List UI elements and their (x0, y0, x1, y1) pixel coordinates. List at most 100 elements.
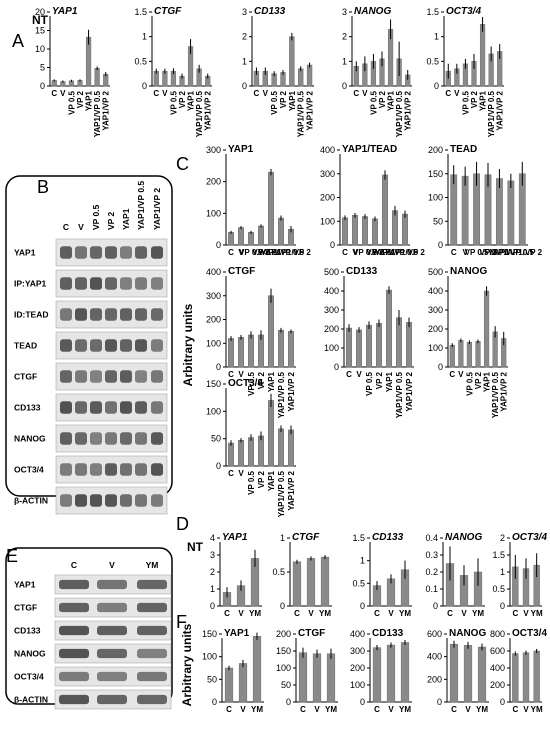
x-tick-label: VP 2 (470, 90, 479, 108)
y-tick-label: 200 (427, 674, 442, 684)
y-tick-label: 10 (35, 44, 45, 54)
blot-band (151, 494, 163, 507)
y-tick-label: 50 (211, 434, 221, 444)
blot-band (75, 463, 87, 476)
chart-title: YAP1 (222, 532, 248, 543)
y-tick-label: 50 (207, 674, 217, 684)
x-tick-label: C (346, 370, 352, 379)
blot-band (90, 463, 102, 476)
x-tick-label: VP 0.5 (465, 371, 474, 395)
blot-band (135, 494, 147, 507)
chart-title: NANOG (445, 532, 482, 543)
x-tick-label: C (447, 609, 453, 618)
bar (312, 653, 322, 703)
y-tick-label: 300 (320, 169, 335, 179)
blot-row-label: β-ACTIN (14, 496, 48, 506)
blot-band (137, 602, 167, 613)
blot-band (60, 370, 72, 383)
y-tick-label: 0 (212, 697, 217, 707)
panel-label-c: C (176, 154, 189, 174)
chart-title: OCT3/4 (446, 6, 481, 17)
bar (507, 180, 515, 246)
x-tick-label: YAP1/VP 2 (204, 90, 213, 130)
y-label-a: NT (32, 13, 49, 27)
y-tick-label: 200 (428, 145, 443, 155)
bar (449, 344, 455, 368)
blot-band (135, 308, 147, 321)
y-tick-label: 300 (350, 646, 365, 656)
blot-row-label: CTGF (14, 372, 37, 382)
x-tick-label: V (388, 609, 394, 618)
blot-band (75, 277, 87, 290)
blot-band (120, 277, 132, 290)
bar (463, 645, 473, 703)
y-tick-label: 1 (500, 567, 505, 577)
x-tick-label: C (226, 705, 232, 714)
bar (298, 652, 308, 703)
x-tick-label: C (449, 370, 455, 379)
blot-band (105, 401, 117, 414)
chart-a-cd133: CD133 0 1 2 3 C V VP 0.5 VP 2 YAP1 YAP1/VP 0.5 YAP1… (242, 6, 315, 137)
bar (238, 440, 244, 467)
blot-band (59, 625, 89, 636)
blot-band (135, 277, 147, 290)
bar (268, 400, 274, 467)
x-tick-label: C (228, 248, 234, 257)
y-label-f: Arbitrary units (180, 623, 194, 706)
y-tick-label: 500 (324, 267, 339, 277)
x-tick-label: YAP1/VP 0.5 (277, 470, 286, 517)
blot-row-label: OCT3/4 (14, 672, 44, 682)
chart-c-oct3-4: OCT3/4 0 50 100 150 C V VP 0.5 VP 2 YAP1 YAP1/VP 0… (206, 378, 296, 517)
blot-row-label: CD133 (14, 626, 41, 636)
y-tick-label: 2 (242, 32, 247, 42)
bar (406, 322, 412, 368)
y-label-d: NT (187, 540, 204, 554)
x-tick-label: YAP1 (489, 248, 510, 257)
bar (258, 435, 264, 467)
y-tick-label: 100 (206, 208, 221, 218)
y-tick-label: 20 (35, 7, 45, 17)
blot-row-label: YAP1 (14, 580, 36, 590)
x-tick-label: YAP1/VP 2 (502, 248, 542, 257)
bar (252, 636, 262, 703)
bar (288, 429, 294, 467)
blot-band (60, 246, 72, 259)
y-tick-label: 5 (40, 63, 45, 73)
x-tick-label: VP 0.5 (461, 90, 470, 114)
blot-band (151, 370, 163, 383)
blot-band (137, 579, 167, 590)
western-blot-b: C V VP 0.5 VP 2 YAP1 YAP1/VP 0.5 YAP1/VP 2 YAP1… (14, 181, 168, 515)
bar (248, 437, 254, 467)
x-tick-label: YAP1/VP 2 (287, 371, 296, 411)
y-tick-label: 400 (427, 652, 442, 662)
x-tick-label: V (238, 248, 244, 257)
blot-band (137, 671, 167, 682)
x-tick-label: V (523, 609, 529, 618)
y-tick-label: 200 (324, 324, 339, 334)
blot-band (151, 401, 163, 414)
x-tick-label: YAP1/VP 2 (500, 371, 509, 411)
blot-row-label: β-ACTIN (14, 695, 48, 705)
x-tick-label: VP 2 (279, 90, 288, 108)
blot-band (151, 463, 163, 476)
blot-band (75, 308, 87, 321)
x-tick-label: YAP1 (187, 90, 196, 111)
bar (278, 217, 284, 246)
x-tick-label: YAP1/VP 2 (496, 90, 505, 130)
bar (289, 36, 295, 87)
bar (258, 225, 264, 246)
bar (512, 653, 519, 703)
y-tick-label: 1 (342, 56, 347, 66)
bar (533, 650, 540, 703)
bar (238, 227, 244, 246)
x-tick-label: VP 0.5 (239, 248, 263, 257)
x-tick-label: YM (399, 705, 411, 714)
x-tick-label: YAP1 (387, 90, 396, 111)
blot-band (59, 694, 89, 705)
bar (238, 337, 244, 368)
blot-band (60, 339, 72, 352)
x-tick-label: YM (249, 609, 261, 618)
x-tick-label: VP 2 (257, 470, 266, 488)
